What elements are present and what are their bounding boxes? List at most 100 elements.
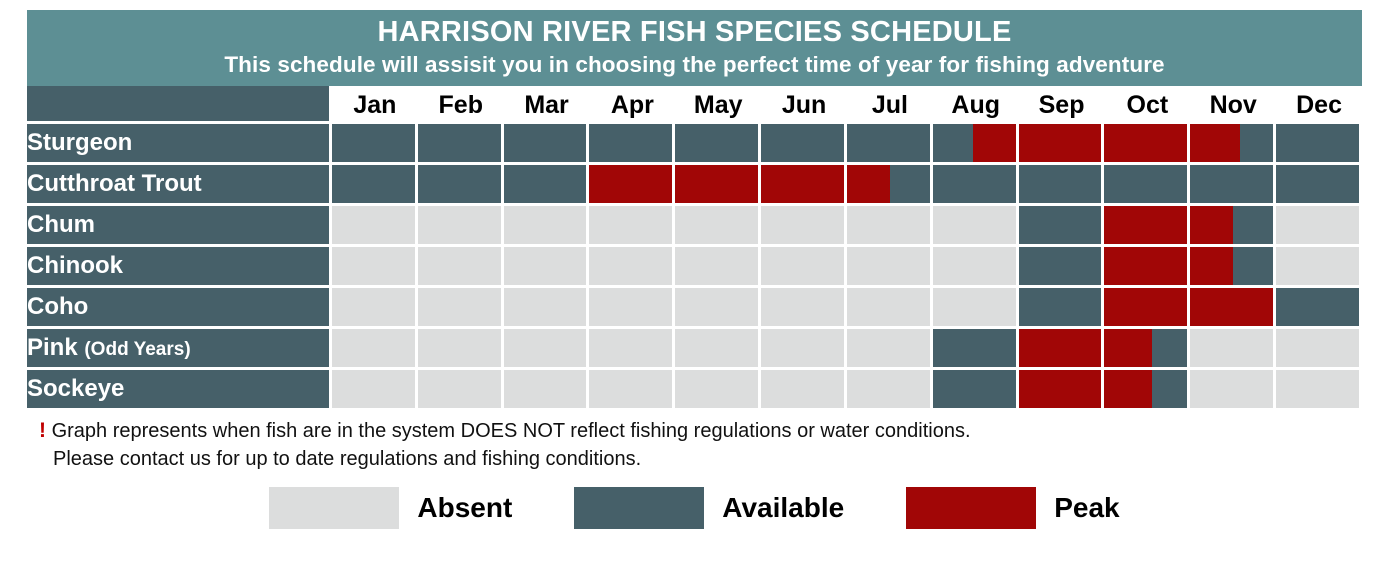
cell-chum-may [675,206,762,248]
cell-coho-mar [503,288,590,330]
cell-segment-absent [332,247,415,286]
month-header-dec: Dec [1276,86,1362,125]
cell-chinook-jun [761,247,847,289]
cell-sockeye-jan [332,370,418,412]
cell-segment-absent [932,206,1016,245]
cell-pink-jan [332,329,418,371]
cell-segment-available [417,124,501,163]
cell-segment-absent [1190,329,1274,368]
legend-swatch-peak [906,486,1037,529]
title-banner: HARRISON RIVER FISH SPECIES SCHEDULE Thi… [27,10,1362,87]
cell-chum-oct [1104,206,1191,248]
cell-cutthroat-trout-feb [417,165,504,207]
cell-segment-peak [1018,329,1102,368]
cell-segment-available [932,124,973,163]
cell-segment-absent [675,329,759,368]
species-label-coho: Coho [27,288,332,330]
cell-segment-absent [675,247,759,286]
cell-segment-absent [589,206,673,245]
cell-segment-absent [675,370,759,409]
cell-sturgeon-oct [1104,124,1191,166]
legend-item-absent: Absent [269,486,574,529]
cell-segment-absent [1276,206,1359,245]
cell-segment-peak [1104,288,1188,327]
cell-sturgeon-jun [761,124,847,166]
cell-cutthroat-trout-aug [932,165,1019,207]
month-header-row: Jan Feb Mar Apr May Jun Jul Aug Sep Oct Nov Dec [27,86,1362,125]
table-row: Cutthroat Trout [27,165,1362,207]
cell-segment-absent [761,329,844,368]
cell-segment-absent [1276,329,1359,368]
cell-pink-jun [761,329,847,371]
cell-cutthroat-trout-jun [761,165,847,207]
cell-sockeye-nov [1190,370,1277,412]
cell-coho-nov [1190,288,1277,330]
cell-segment-peak [675,165,759,204]
month-header-jul: Jul [846,86,933,125]
cell-segment-absent [846,329,930,368]
cell-segment-absent [332,329,415,368]
cell-sockeye-dec [1276,370,1362,412]
cell-segment-available [589,124,673,163]
month-header-jun: Jun [761,86,847,125]
species-label-chum: Chum [27,206,332,248]
cell-segment-absent [332,206,415,245]
legend-swatch-absent [269,486,400,529]
month-header-jan: Jan [332,86,418,125]
cell-sturgeon-feb [417,124,504,166]
cell-segment-peak [1104,247,1188,286]
cell-segment-absent [417,370,501,409]
cell-segment-absent [589,247,673,286]
cell-segment-absent [846,206,930,245]
table-body: Sturgeon Cutthroat Trout Chum Chinook Coho Pi… [27,124,1362,412]
cell-coho-oct [1104,288,1191,330]
page-title: HARRISON RIVER FISH SPECIES SCHEDULE [377,16,1012,48]
month-header-sep: Sep [1018,86,1105,125]
cell-pink-apr [589,329,676,371]
cell-segment-peak [1190,206,1234,245]
cell-segment-peak [1018,124,1102,163]
species-label-chinook: Chinook [27,247,332,289]
cell-segment-absent [846,247,930,286]
cell-segment-absent [1276,247,1359,286]
month-header-feb: Feb [417,86,504,125]
table-head: Jan Feb Mar Apr May Jun Jul Aug Sep Oct Nov Dec [27,86,1362,125]
footnote: ! Graph represents when fish are in the … [27,417,1362,472]
cell-segment-available [1233,206,1274,245]
species-name: Cutthroat Trout [27,170,202,198]
cell-pink-nov [1190,329,1277,371]
species-name: Coho [27,293,89,321]
cell-cutthroat-trout-may [675,165,762,207]
cell-segment-absent [503,288,587,327]
cell-segment-peak [1104,329,1153,368]
footnote-line-1-text: Graph represents when fish are in the sy… [51,420,971,443]
cell-pink-mar [503,329,590,371]
cell-chum-mar [503,206,590,248]
cell-segment-absent [846,370,930,409]
cell-segment-available [675,124,759,163]
cell-sturgeon-aug [932,124,1019,166]
cell-pink-sep [1018,329,1105,371]
table-row: Chum [27,206,1362,248]
cell-segment-absent [932,288,1016,327]
cell-segment-absent [761,370,844,409]
cell-chinook-apr [589,247,676,289]
cell-chinook-jul [846,247,933,289]
cell-chum-feb [417,206,504,248]
cell-cutthroat-trout-mar [503,165,590,207]
cell-pink-may [675,329,762,371]
cell-segment-peak [846,165,891,204]
species-label-pink: Pink (Odd Years) [27,329,332,371]
cell-segment-available [1018,247,1102,286]
cell-segment-absent [332,370,415,409]
legend-item-available: Available [574,486,906,529]
species-label-cutthroat-trout: Cutthroat Trout [27,165,332,207]
cell-sockeye-mar [503,370,590,412]
cell-coho-jan [332,288,418,330]
cell-segment-absent [761,288,844,327]
cell-sockeye-sep [1018,370,1105,412]
cell-pink-jul [846,329,933,371]
cell-segment-absent [589,370,673,409]
cell-cutthroat-trout-dec [1276,165,1362,207]
cell-pink-dec [1276,329,1362,371]
